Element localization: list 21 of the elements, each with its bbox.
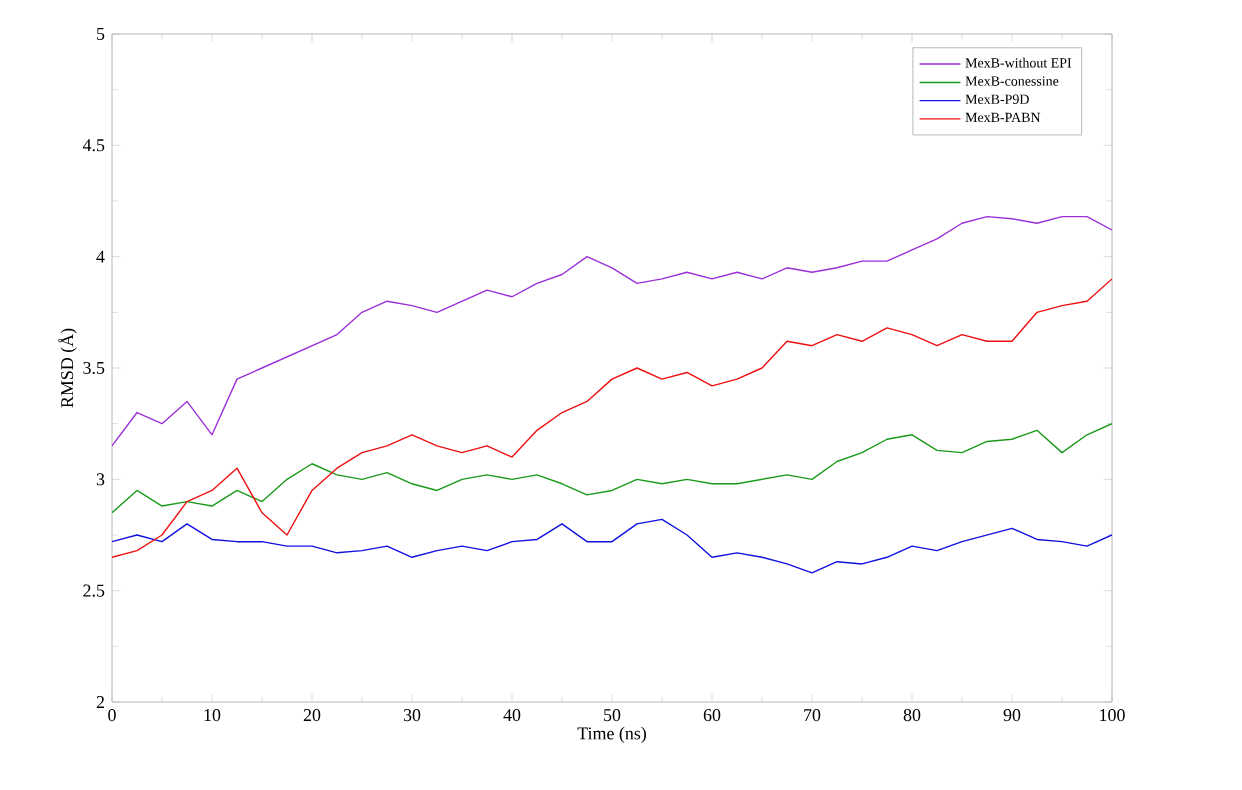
x-tick-label: 10: [204, 709, 221, 722]
x-tick-label: 50: [604, 709, 621, 722]
y-tick-label: 2: [96, 696, 104, 708]
y-tick-label: 3.5: [83, 361, 105, 375]
x-tick-label: 0: [108, 709, 116, 722]
x-tick-label: 100: [1100, 709, 1125, 722]
y-tick-label: 5: [97, 28, 105, 40]
x-tick-label: 20: [303, 709, 321, 722]
x-tick-label: 60: [703, 709, 721, 722]
y-tick-label: 4: [96, 250, 105, 263]
x-tick-label: 80: [903, 709, 921, 722]
y-tick-label: 2.5: [83, 584, 105, 597]
x-tick-label: 70: [804, 709, 821, 722]
line-series: [112, 278, 1113, 558]
x-axis-title: Time (ns): [577, 726, 647, 744]
x-tick-label: 40: [503, 709, 521, 722]
y-axis-title: RMSD (Å): [58, 328, 77, 408]
x-tick-label: 90: [1003, 709, 1021, 722]
y-tick-label: 4.5: [82, 139, 105, 152]
y-tick-label: 3: [96, 473, 105, 486]
x-tick-label: 30: [403, 709, 421, 722]
